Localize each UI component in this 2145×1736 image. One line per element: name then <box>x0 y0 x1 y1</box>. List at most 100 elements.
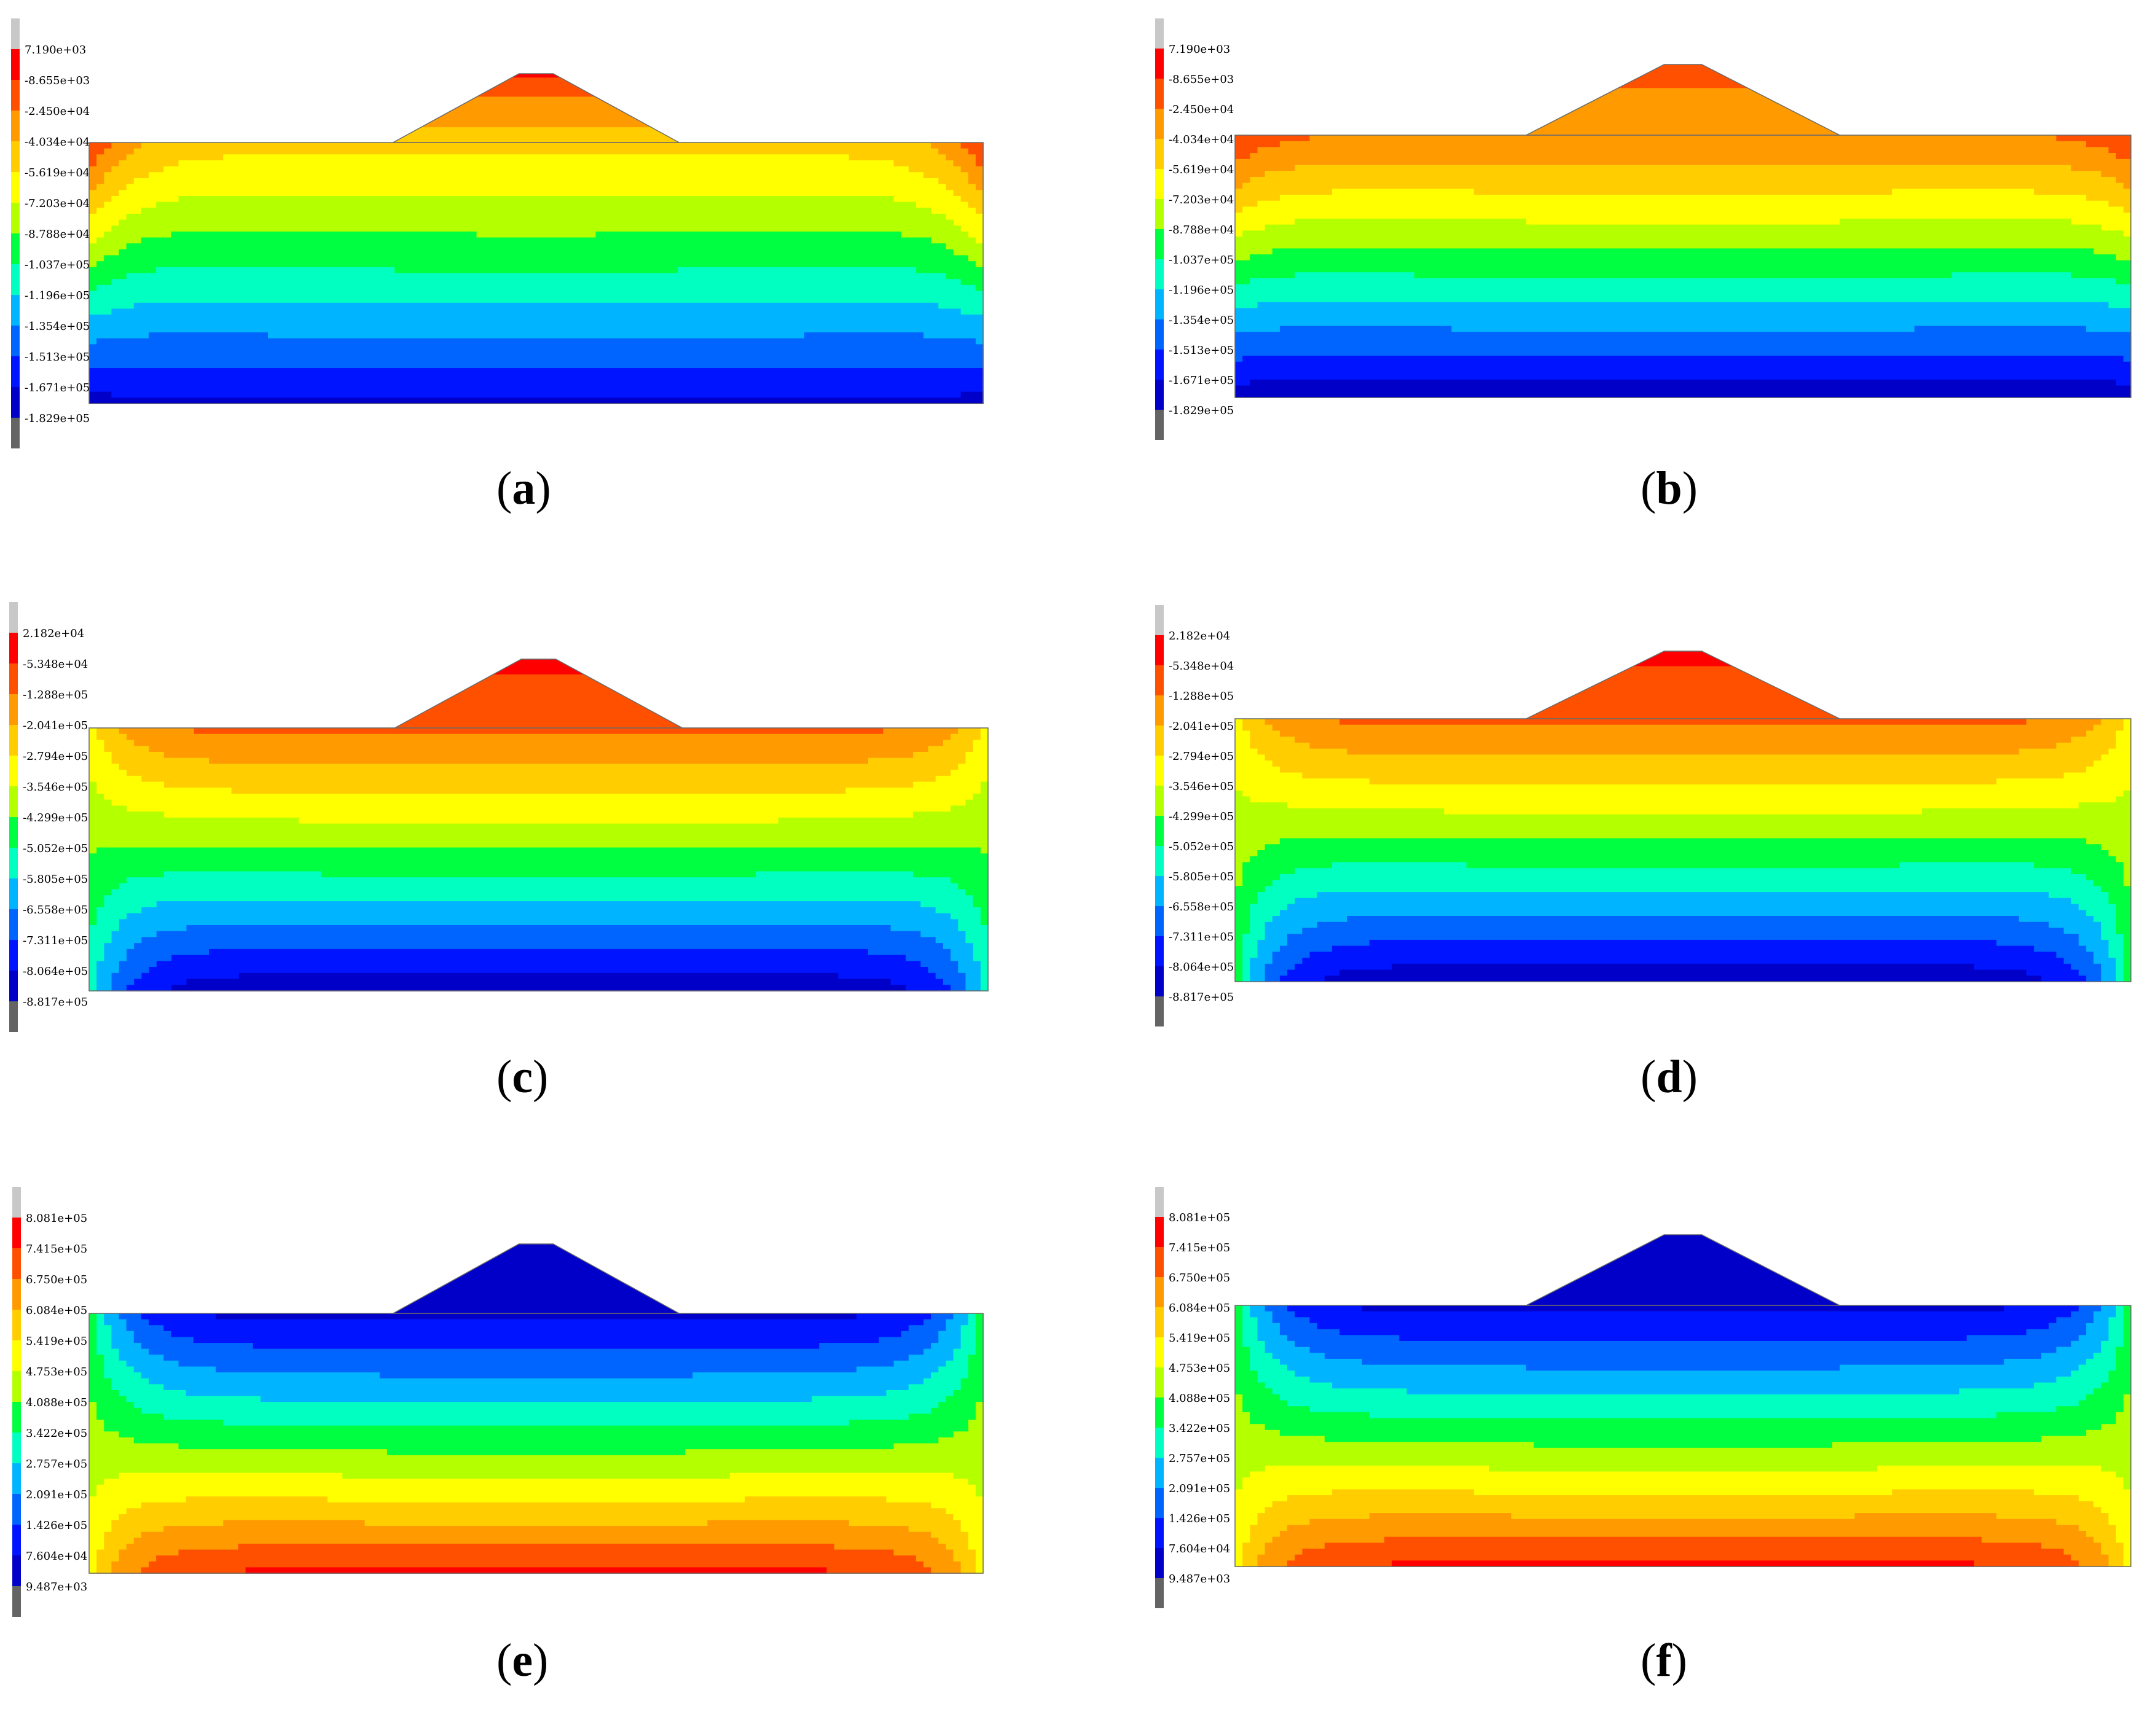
contour-cell <box>1951 272 2072 279</box>
legend-tick-label: 4.088e+05 <box>1169 1392 1230 1405</box>
contour-cell <box>1257 952 1273 958</box>
contour-cell <box>923 1561 962 1568</box>
contour-cell <box>2086 838 2131 845</box>
legend-tick-label: 4.088e+05 <box>26 1396 87 1409</box>
contour-cell <box>89 279 112 286</box>
contour-cell <box>1235 236 2131 243</box>
embankment-f <box>1526 1234 1840 1306</box>
caption-paren-close: ) <box>1682 1051 1698 1103</box>
contour-cell <box>2123 1554 2131 1562</box>
legend-tick-label: -7.203e+04 <box>1169 194 1234 206</box>
contour-cell <box>111 143 142 149</box>
contour-cell <box>1235 963 1243 971</box>
contour-cell <box>960 1526 984 1533</box>
contour-cell <box>2123 790 2131 797</box>
legend-tick-label: 1.426e+05 <box>1169 1512 1230 1525</box>
contour-cell <box>980 733 989 741</box>
contour-cell <box>893 1360 947 1367</box>
embankment-band <box>1541 123 1825 128</box>
legend-swatch <box>11 356 20 387</box>
contour-cell <box>111 308 962 315</box>
contour-cell <box>111 1325 127 1332</box>
legend-swatch <box>1155 169 1164 199</box>
contour-cell <box>89 1437 135 1444</box>
contour-cell <box>2071 1311 2095 1318</box>
legend-tick-label: 1.426e+05 <box>26 1519 87 1532</box>
contour-cell <box>89 190 120 197</box>
contour-cell <box>2123 1305 2131 1312</box>
contour-cell <box>89 208 97 214</box>
contour-cell <box>2056 742 2117 749</box>
caption-paren-open: ( <box>1641 1635 1657 1686</box>
contour-cell <box>89 805 127 812</box>
contour-cell <box>126 877 951 884</box>
contour-cell <box>1473 1489 1892 1496</box>
contour-cell <box>980 788 989 794</box>
contour-cell <box>2071 1554 2109 1562</box>
contour-cell <box>975 1337 984 1343</box>
contour-cell <box>163 1325 909 1332</box>
contour-cell <box>1250 379 2117 386</box>
legend-swatch <box>1155 966 1164 996</box>
contour-cell <box>2071 165 2131 172</box>
contour-cell <box>89 823 989 831</box>
contour-cell <box>96 979 112 986</box>
contour-cell <box>2116 1536 2131 1544</box>
contour-cell <box>975 261 984 268</box>
contour-cell <box>1272 958 1303 964</box>
legend-swatch <box>1155 1458 1164 1488</box>
caption-paren-open: ( <box>1641 463 1657 514</box>
contour-cell <box>1235 135 1311 142</box>
contour-cell <box>156 1555 917 1562</box>
contour-cell <box>2071 963 2102 971</box>
contour-cell <box>968 1543 984 1550</box>
contour-cell <box>1272 1388 1408 1395</box>
contour-cell <box>1272 952 1311 958</box>
caption-paren-open: ( <box>496 1635 512 1686</box>
contour-cell <box>2123 1542 2131 1549</box>
contour-cell <box>89 243 127 250</box>
contour-cell <box>1966 1335 2079 1342</box>
embankment-band <box>1564 1281 1802 1286</box>
contour-cell <box>2116 1418 2131 1425</box>
legend-swatch <box>1155 1337 1164 1367</box>
contour-cell <box>104 1425 969 1433</box>
contour-cell <box>1257 1513 1370 1520</box>
contour-cell <box>89 166 112 173</box>
embankment-band <box>498 81 574 86</box>
contour-cell <box>1235 1394 1243 1401</box>
contour-cell <box>156 267 395 274</box>
contour-cell <box>126 213 947 221</box>
contour-cell <box>2108 952 2124 958</box>
contour-cell <box>96 1319 105 1326</box>
contour-cell <box>89 1366 105 1373</box>
contour-cell <box>1921 808 2131 815</box>
contour-cell <box>1347 916 2020 923</box>
contour-cell <box>1250 916 1273 923</box>
contour-cell <box>223 1520 366 1527</box>
contour-cell <box>2093 1536 2117 1544</box>
contour-cell <box>2123 206 2131 213</box>
contour-cell <box>2123 1317 2131 1324</box>
legend-tick-label: -7.311e+05 <box>1169 931 1234 944</box>
embankment-band <box>1656 1235 1710 1239</box>
contour-cell <box>980 972 989 980</box>
contour-cell <box>2093 958 2117 964</box>
contour-cell <box>2108 945 2124 953</box>
legend-tick-label: -6.558e+05 <box>23 904 88 917</box>
contour-cell <box>1287 1495 2079 1502</box>
contour-cell <box>1235 1406 1243 1413</box>
contour-cell <box>2078 802 2131 809</box>
contour-cell <box>89 1479 105 1485</box>
contour-cell <box>89 1390 120 1397</box>
contour-cell <box>2101 1507 2131 1514</box>
contour-cell <box>1235 189 1333 195</box>
contour-cell <box>960 1325 976 1332</box>
contour-cell <box>126 1396 261 1402</box>
legend-swatch <box>1155 936 1164 966</box>
contour-cell <box>149 1348 924 1356</box>
contour-cell <box>1235 916 1251 923</box>
contour-cell <box>1265 934 1288 940</box>
contour-cell <box>1235 939 1243 947</box>
contour-cell <box>960 1331 976 1338</box>
